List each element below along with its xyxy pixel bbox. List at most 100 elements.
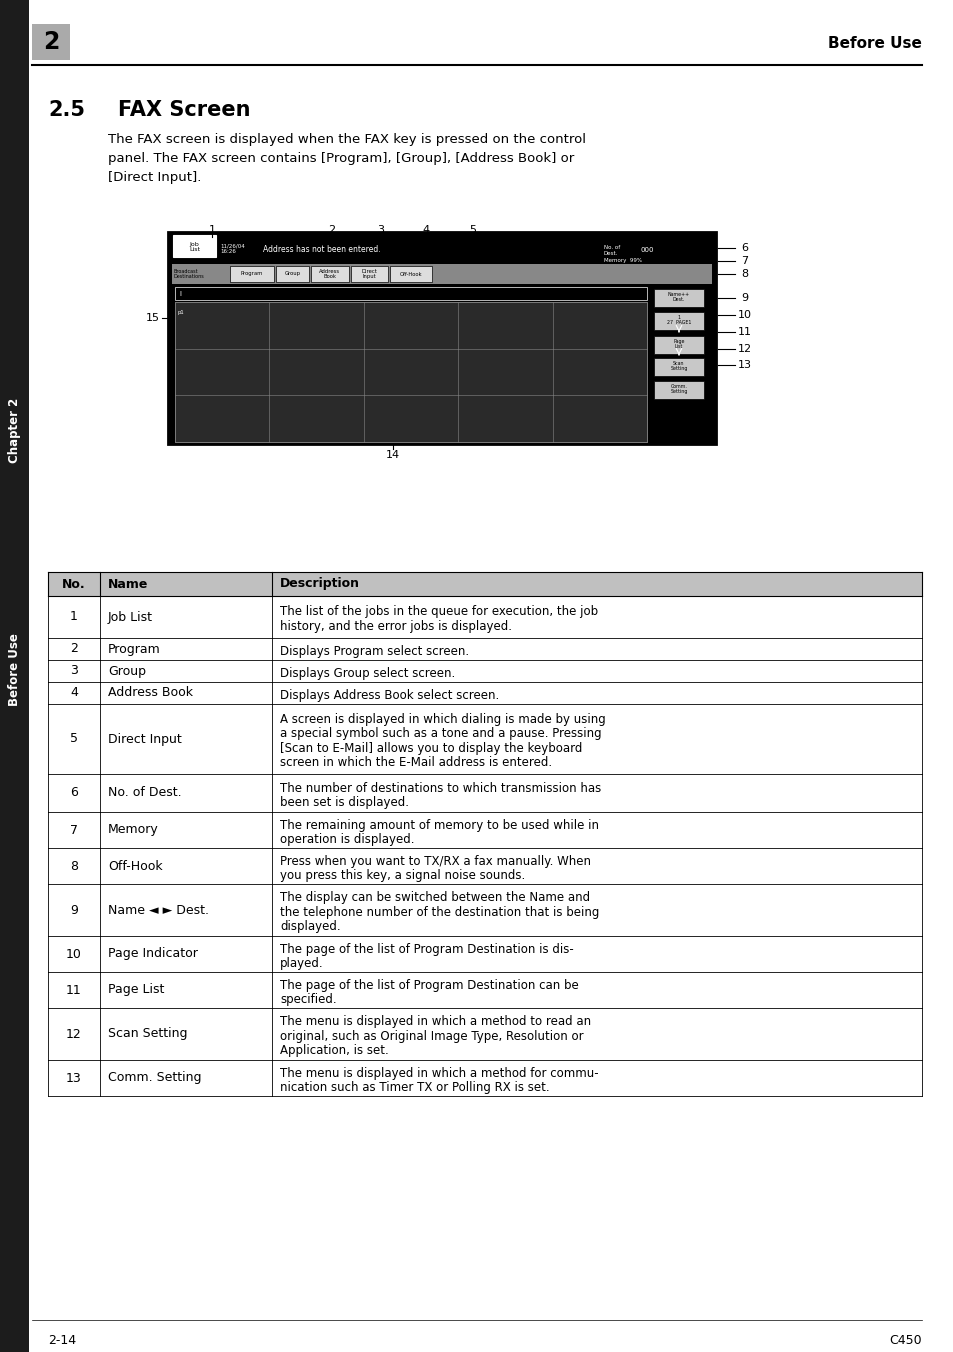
Text: Page List: Page List (108, 983, 164, 996)
Text: 2: 2 (328, 224, 335, 235)
Text: Application, is set.: Application, is set. (280, 1044, 388, 1057)
Text: No. of
Dest.: No. of Dest. (603, 245, 619, 256)
Text: 8: 8 (70, 860, 78, 872)
Text: 3: 3 (70, 664, 78, 677)
Text: 1: 1 (209, 224, 215, 235)
Bar (48, 1060, 921, 1096)
Text: The menu is displayed in which a method for commu-: The menu is displayed in which a method … (280, 1067, 598, 1079)
Text: Job
List: Job List (189, 242, 200, 253)
Text: played.: played. (280, 957, 323, 969)
Text: Memory  99%: Memory 99% (603, 258, 641, 264)
Text: Page
List: Page List (673, 338, 684, 349)
Text: nication such as Timer TX or Polling RX is set.: nication such as Timer TX or Polling RX … (280, 1082, 549, 1094)
Text: you press this key, a signal noise sounds.: you press this key, a signal noise sound… (280, 869, 525, 882)
Text: 12: 12 (738, 343, 751, 354)
Bar (48, 848, 921, 884)
Text: 9: 9 (740, 293, 748, 303)
Text: 8: 8 (740, 269, 748, 279)
Bar (654, 337, 703, 354)
Text: Before Use: Before Use (827, 37, 921, 51)
Text: 11/26/04
16:26: 11/26/04 16:26 (220, 243, 245, 254)
Text: 4: 4 (422, 224, 429, 235)
Bar (48, 704, 921, 773)
Text: screen in which the E-Mail address is entered.: screen in which the E-Mail address is en… (280, 757, 552, 769)
Bar (311, 266, 349, 283)
Text: Displays Group select screen.: Displays Group select screen. (280, 667, 455, 680)
Text: 1: 1 (70, 611, 78, 623)
Text: C450: C450 (888, 1333, 921, 1347)
Text: Press when you want to TX/RX a fax manually. When: Press when you want to TX/RX a fax manua… (280, 854, 590, 868)
Bar (48, 1009, 921, 1060)
Text: The page of the list of Program Destination is dis-: The page of the list of Program Destinat… (280, 942, 573, 956)
Text: Job List: Job List (108, 611, 152, 623)
Text: Off-Hook: Off-Hook (108, 860, 162, 872)
Text: original, such as Original Image Type, Resolution or: original, such as Original Image Type, R… (280, 1030, 583, 1042)
Text: Comm.
Setting: Comm. Setting (670, 384, 687, 395)
Text: displayed.: displayed. (280, 921, 340, 933)
Text: 7: 7 (740, 256, 748, 266)
Text: 12: 12 (66, 1028, 82, 1041)
Text: 4: 4 (70, 687, 78, 699)
Text: been set is displayed.: been set is displayed. (280, 796, 409, 808)
Text: specified.: specified. (280, 992, 336, 1006)
Bar (48, 638, 921, 660)
Text: The remaining amount of memory to be used while in: The remaining amount of memory to be use… (280, 818, 598, 831)
Text: Name ◄ ► Dest.: Name ◄ ► Dest. (108, 903, 209, 917)
Bar (48, 936, 921, 972)
Text: 5: 5 (469, 224, 476, 235)
Text: Group: Group (108, 664, 146, 677)
Bar (48, 972, 921, 1009)
Bar (390, 266, 432, 283)
Text: Name++
Dest.: Name++ Dest. (667, 292, 689, 303)
Text: 14: 14 (386, 450, 399, 460)
Text: 000: 000 (640, 247, 654, 253)
Text: 2: 2 (43, 30, 59, 54)
Bar (174, 301, 646, 442)
Text: [Scan to E-Mail] allows you to display the keyboard: [Scan to E-Mail] allows you to display t… (280, 742, 581, 754)
Bar (48, 660, 921, 681)
Text: Direct
Input: Direct Input (361, 269, 377, 280)
Text: Before Use: Before Use (8, 634, 21, 707)
Text: 10: 10 (66, 948, 82, 960)
Bar (654, 312, 703, 330)
Text: 7: 7 (70, 823, 78, 837)
Text: Scan
Setting: Scan Setting (670, 361, 687, 372)
Bar (654, 381, 703, 399)
Bar (48, 884, 921, 936)
Text: No.: No. (62, 577, 86, 591)
Text: operation is displayed.: operation is displayed. (280, 833, 414, 846)
Text: The number of destinations to which transmission has: The number of destinations to which tran… (280, 781, 600, 795)
Text: Scan Setting: Scan Setting (108, 1028, 188, 1041)
Text: FAX Screen: FAX Screen (118, 100, 251, 120)
Text: a special symbol such as a tone and a pause. Pressing: a special symbol such as a tone and a pa… (280, 727, 601, 741)
Text: I: I (179, 291, 181, 296)
Text: Broadcast
Destinations: Broadcast Destinations (173, 269, 205, 280)
Text: 13: 13 (66, 1072, 82, 1084)
Bar (0, 0, 29, 1352)
Bar (48, 572, 921, 596)
Text: 13: 13 (738, 360, 751, 370)
Bar (230, 266, 274, 283)
Bar (48, 596, 921, 638)
Text: No. of Dest.: No. of Dest. (108, 787, 181, 799)
Text: Group: Group (284, 272, 300, 277)
Bar (48, 773, 921, 813)
Text: 5: 5 (70, 733, 78, 745)
Text: 3: 3 (377, 224, 384, 235)
Bar (48, 813, 921, 848)
Text: the telephone number of the destination that is being: the telephone number of the destination … (280, 906, 598, 919)
Text: 10: 10 (738, 310, 751, 320)
Text: Displays Address Book select screen.: Displays Address Book select screen. (280, 688, 498, 702)
Text: 2-14: 2-14 (48, 1333, 76, 1347)
Text: The page of the list of Program Destination can be: The page of the list of Program Destinat… (280, 979, 578, 991)
Bar (172, 264, 711, 284)
Text: 11: 11 (66, 983, 82, 996)
Text: [Direct Input].: [Direct Input]. (108, 170, 201, 184)
Text: Address Book: Address Book (108, 687, 193, 699)
Text: The list of the jobs in the queue for execution, the job: The list of the jobs in the queue for ex… (280, 606, 598, 618)
Bar (654, 289, 703, 307)
Text: panel. The FAX screen contains [Program], [Group], [Address Book] or: panel. The FAX screen contains [Program]… (108, 151, 574, 165)
Text: 6: 6 (740, 243, 748, 253)
Bar (168, 233, 716, 443)
Text: Page Indicator: Page Indicator (108, 948, 197, 960)
